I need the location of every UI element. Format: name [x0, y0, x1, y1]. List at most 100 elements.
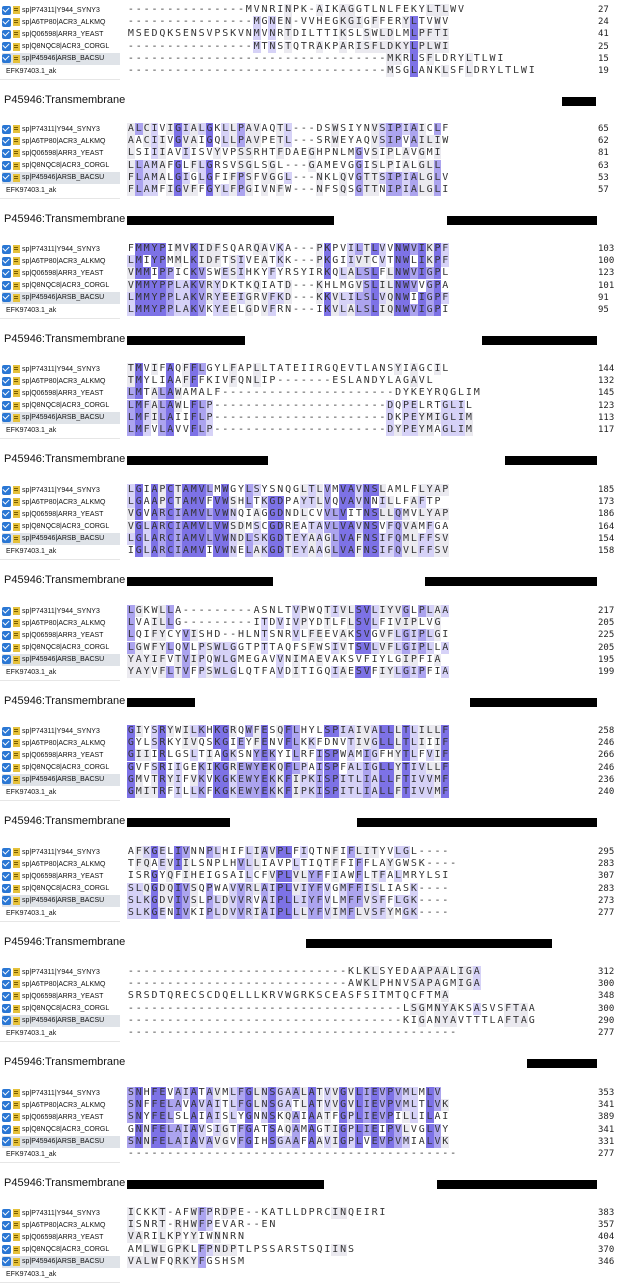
sequence-label[interactable]: sp|P45946|ARSB_BACSU: [2, 291, 120, 304]
sequence-label[interactable]: sp|P74311|Y944_SYNY3: [2, 966, 120, 978]
checkbox-checked-icon[interactable]: [2, 991, 11, 1001]
checkbox-checked-icon[interactable]: [2, 173, 11, 183]
sequence-label[interactable]: sp|P45946|ARSB_BACSU: [2, 653, 120, 666]
checkbox-checked-icon[interactable]: [2, 979, 11, 989]
sequence-label[interactable]: sp|A6TP80|ACR3_ALKMQ: [2, 1219, 120, 1231]
sequence-label[interactable]: EFK97403.1_ak: [2, 907, 120, 919]
checkbox-checked-icon[interactable]: [2, 148, 11, 158]
checkbox-checked-icon[interactable]: [2, 1125, 11, 1135]
checkbox-checked-icon[interactable]: [2, 401, 11, 411]
sequence-label[interactable]: EFK97403.1_ak: [2, 786, 120, 798]
sequence-label[interactable]: sp|P45946|ARSB_BACSU: [2, 411, 120, 424]
sequence-label[interactable]: sp|P45946|ARSB_BACSU: [2, 532, 120, 545]
sequence-label[interactable]: sp|A6TP80|ACR3_ALKMQ: [2, 1099, 120, 1111]
sequence-label[interactable]: sp|Q8NQC8|ACR3_CORGL: [2, 280, 120, 292]
checkbox-checked-icon[interactable]: [2, 896, 11, 906]
sequence-label[interactable]: sp|A6TP80|ACR3_ALKMQ: [2, 496, 120, 508]
sequence-label[interactable]: sp|P74311|Y944_SYNY3: [2, 123, 120, 135]
checkbox-checked-icon[interactable]: [2, 54, 11, 64]
sequence-label[interactable]: sp|A6TP80|ACR3_ALKMQ: [2, 135, 120, 147]
sequence-label[interactable]: EFK97403.1_ak: [2, 1148, 120, 1160]
checkbox-checked-icon[interactable]: [2, 29, 11, 39]
checkbox-checked-icon[interactable]: [2, 1220, 11, 1230]
sequence-label[interactable]: sp|A6TP80|ACR3_ALKMQ: [2, 737, 120, 749]
sequence-label[interactable]: sp|P74311|Y944_SYNY3: [2, 1207, 120, 1219]
sequence-label[interactable]: sp|Q8NQC8|ACR3_CORGL: [2, 1124, 120, 1136]
sequence-label[interactable]: sp|Q8NQC8|ACR3_CORGL: [2, 762, 120, 774]
checkbox-checked-icon[interactable]: [2, 376, 11, 386]
checkbox-checked-icon[interactable]: [2, 775, 11, 785]
sequence-label[interactable]: sp|A6TP80|ACR3_ALKMQ: [2, 255, 120, 267]
checkbox-checked-icon[interactable]: [2, 655, 11, 665]
sequence-label[interactable]: EFK97403.1_ak: [2, 666, 120, 678]
sequence-label[interactable]: sp|Q06598|ARR3_YEAST: [2, 387, 120, 399]
checkbox-checked-icon[interactable]: [2, 534, 11, 544]
checkbox-checked-icon[interactable]: [2, 871, 11, 881]
checkbox-checked-icon[interactable]: [2, 847, 11, 857]
sequence-label[interactable]: sp|A6TP80|ACR3_ALKMQ: [2, 978, 120, 990]
sequence-label[interactable]: EFK97403.1_ak: [2, 1268, 120, 1280]
sequence-label[interactable]: sp|P74311|Y944_SYNY3: [2, 605, 120, 617]
checkbox-checked-icon[interactable]: [2, 268, 11, 278]
checkbox-checked-icon[interactable]: [2, 750, 11, 760]
sequence-label[interactable]: sp|Q06598|ARR3_YEAST: [2, 28, 120, 40]
sequence-label[interactable]: sp|Q8NQC8|ACR3_CORGL: [2, 883, 120, 895]
sequence-label[interactable]: sp|P45946|ARSB_BACSU: [2, 1135, 120, 1148]
checkbox-checked-icon[interactable]: [2, 497, 11, 507]
sequence-label[interactable]: EFK97403.1_ak: [2, 1027, 120, 1039]
sequence-label[interactable]: sp|Q06598|ARR3_YEAST: [2, 749, 120, 761]
checkbox-checked-icon[interactable]: [2, 643, 11, 653]
sequence-label[interactable]: EFK97403.1_ak: [2, 304, 120, 316]
sequence-label[interactable]: sp|Q06598|ARR3_YEAST: [2, 147, 120, 159]
sequence-label[interactable]: sp|Q8NQC8|ACR3_CORGL: [2, 400, 120, 412]
checkbox-checked-icon[interactable]: [2, 388, 11, 398]
checkbox-checked-icon[interactable]: [2, 522, 11, 532]
checkbox-checked-icon[interactable]: [2, 281, 11, 291]
checkbox-checked-icon[interactable]: [2, 859, 11, 869]
checkbox-checked-icon[interactable]: [2, 738, 11, 748]
sequence-label[interactable]: sp|P74311|Y944_SYNY3: [2, 725, 120, 737]
sequence-label[interactable]: sp|Q06598|ARR3_YEAST: [2, 870, 120, 882]
checkbox-checked-icon[interactable]: [2, 124, 11, 134]
sequence-label[interactable]: EFK97403.1_ak: [2, 545, 120, 557]
checkbox-checked-icon[interactable]: [2, 256, 11, 266]
sequence-label[interactable]: sp|Q06598|ARR3_YEAST: [2, 508, 120, 520]
sequence-label[interactable]: sp|P45946|ARSB_BACSU: [2, 773, 120, 786]
sequence-label[interactable]: sp|P45946|ARSB_BACSU: [2, 894, 120, 907]
sequence-label[interactable]: sp|Q8NQC8|ACR3_CORGL: [2, 160, 120, 172]
sequence-label[interactable]: sp|Q8NQC8|ACR3_CORGL: [2, 642, 120, 654]
checkbox-checked-icon[interactable]: [2, 244, 11, 254]
checkbox-checked-icon[interactable]: [2, 136, 11, 146]
sequence-label[interactable]: sp|P74311|Y944_SYNY3: [2, 484, 120, 496]
checkbox-checked-icon[interactable]: [2, 1088, 11, 1098]
checkbox-checked-icon[interactable]: [2, 1232, 11, 1242]
sequence-label[interactable]: sp|Q8NQC8|ACR3_CORGL: [2, 521, 120, 533]
sequence-label[interactable]: sp|Q8NQC8|ACR3_CORGL: [2, 1003, 120, 1015]
checkbox-checked-icon[interactable]: [2, 413, 11, 423]
checkbox-checked-icon[interactable]: [2, 1245, 11, 1255]
checkbox-checked-icon[interactable]: [2, 5, 11, 15]
checkbox-checked-icon[interactable]: [2, 763, 11, 773]
sequence-label[interactable]: sp|P74311|Y944_SYNY3: [2, 846, 120, 858]
sequence-label[interactable]: sp|A6TP80|ACR3_ALKMQ: [2, 16, 120, 28]
checkbox-checked-icon[interactable]: [2, 364, 11, 374]
sequence-label[interactable]: sp|P74311|Y944_SYNY3: [2, 1087, 120, 1099]
sequence-label[interactable]: sp|P45946|ARSB_BACSU: [2, 1255, 120, 1268]
sequence-label[interactable]: EFK97403.1_ak: [2, 65, 120, 77]
checkbox-checked-icon[interactable]: [2, 726, 11, 736]
sequence-label[interactable]: sp|P45946|ARSB_BACSU: [2, 171, 120, 184]
checkbox-checked-icon[interactable]: [2, 1100, 11, 1110]
checkbox-checked-icon[interactable]: [2, 17, 11, 27]
sequence-label[interactable]: sp|P45946|ARSB_BACSU: [2, 52, 120, 65]
checkbox-checked-icon[interactable]: [2, 630, 11, 640]
checkbox-checked-icon[interactable]: [2, 1257, 11, 1267]
sequence-label[interactable]: sp|A6TP80|ACR3_ALKMQ: [2, 617, 120, 629]
sequence-label[interactable]: sp|Q8NQC8|ACR3_CORGL: [2, 41, 120, 53]
sequence-label[interactable]: EFK97403.1_ak: [2, 184, 120, 196]
checkbox-checked-icon[interactable]: [2, 1112, 11, 1122]
checkbox-checked-icon[interactable]: [2, 161, 11, 171]
sequence-label[interactable]: sp|Q06598|ARR3_YEAST: [2, 629, 120, 641]
sequence-label[interactable]: sp|Q8NQC8|ACR3_CORGL: [2, 1244, 120, 1256]
sequence-label[interactable]: sp|P45946|ARSB_BACSU: [2, 1014, 120, 1027]
sequence-label[interactable]: sp|P74311|Y944_SYNY3: [2, 4, 120, 16]
